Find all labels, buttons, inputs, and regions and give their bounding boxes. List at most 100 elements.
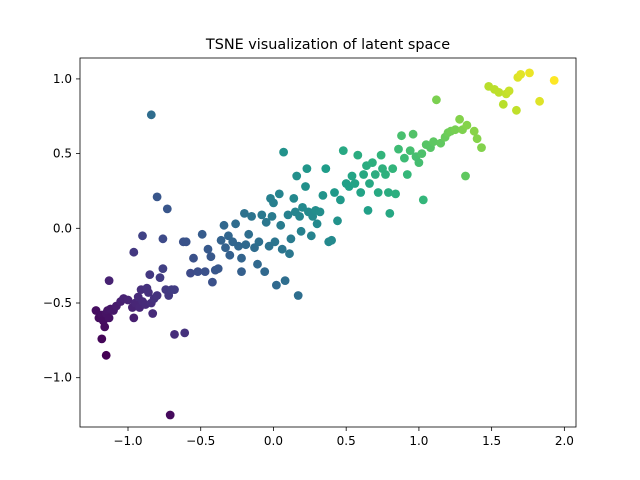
scatter-point	[338, 146, 348, 156]
scatter-point	[276, 220, 286, 230]
scatter-point	[123, 295, 133, 305]
scatter-point	[365, 179, 374, 188]
scatter-point	[402, 170, 412, 179]
scatter-point	[535, 96, 544, 106]
scatter-point	[241, 240, 251, 250]
scatter-point	[336, 195, 345, 205]
y-tick-label: −1.0	[43, 371, 72, 385]
scatter-point	[203, 244, 213, 254]
scatter-point	[461, 171, 470, 181]
y-tick-label: 1.0	[53, 72, 72, 86]
scatter-point	[200, 267, 210, 276]
scatter-point	[455, 114, 464, 124]
y-tick-label: −0.5	[43, 296, 72, 310]
scatter-point	[170, 330, 179, 339]
scatter-point	[231, 219, 241, 229]
scatter-point	[247, 212, 256, 221]
scatter-point	[296, 226, 306, 236]
scatter-point	[181, 237, 191, 247]
x-tick-label: 2.0	[555, 434, 574, 448]
points-layer	[91, 68, 559, 420]
scatter-point	[525, 68, 534, 78]
scatter-point	[373, 188, 383, 197]
scatter-point	[315, 207, 325, 217]
scatter-point	[330, 188, 339, 197]
scatter-point	[292, 171, 302, 181]
scatter-point	[516, 70, 526, 79]
scatter-point	[158, 234, 168, 244]
scatter-point	[385, 209, 395, 218]
scatter-point	[327, 235, 336, 245]
scatter-point	[450, 125, 460, 135]
scatter-point	[197, 229, 207, 239]
scatter-point	[356, 188, 366, 197]
scatter-point	[269, 198, 278, 208]
x-axis: −1.0 −0.5 0.0 0.5 1.0 1.5 2.0	[113, 427, 574, 448]
scatter-point	[155, 273, 165, 282]
chart-title: TSNE visualization of latent space	[205, 37, 450, 53]
scatter-point	[318, 191, 328, 200]
scatter-point	[472, 134, 482, 144]
scatter-point	[376, 150, 386, 160]
scatter-point	[283, 210, 293, 220]
scatter-point	[257, 210, 267, 220]
x-tick-label: 1.5	[482, 434, 501, 448]
scatter-point	[370, 170, 380, 179]
scatter-point	[129, 313, 139, 323]
scatter-point	[280, 276, 290, 285]
scatter-point	[400, 153, 409, 163]
scatter-point	[152, 291, 162, 300]
scatter-point	[146, 110, 156, 120]
scatter-point	[254, 237, 264, 247]
scatter-point	[285, 249, 294, 259]
scatter-point	[321, 164, 331, 174]
scatter-point	[213, 264, 223, 273]
scatter-point	[333, 216, 342, 226]
plot-area-frame	[79, 57, 577, 428]
scatter-point	[97, 334, 107, 344]
scatter-point	[350, 179, 360, 188]
scatter-point	[347, 171, 357, 181]
x-tick-label: −0.5	[186, 434, 215, 448]
scatter-point	[221, 243, 230, 253]
scatter-point	[145, 270, 155, 279]
scatter-point	[397, 131, 406, 141]
x-tick-label: 0.5	[337, 434, 356, 448]
scatter-point	[368, 158, 377, 168]
scatter-point	[104, 276, 114, 285]
scatter-point	[418, 195, 428, 205]
scatter-point	[237, 253, 246, 263]
scatter-point	[477, 143, 486, 153]
scatter-point	[429, 137, 438, 147]
scatter-point	[363, 206, 373, 215]
scatter-point	[206, 252, 216, 262]
scatter-point	[498, 99, 508, 109]
scatter-point	[293, 291, 303, 300]
scatter-point	[100, 322, 110, 332]
scatter-point	[270, 237, 280, 247]
scatter-point	[144, 288, 153, 297]
scatter-point	[414, 158, 424, 168]
scatter-point	[260, 267, 270, 276]
y-axis: −1.0 −0.5 0.0 0.5 1.0	[43, 72, 80, 385]
scatter-point	[234, 241, 243, 251]
scatter-point	[186, 268, 195, 278]
scatter-point	[170, 285, 179, 294]
scatter-point	[219, 220, 229, 230]
scatter-point	[432, 95, 441, 105]
scatter-point	[165, 410, 175, 420]
x-tick-label: 1.0	[409, 434, 428, 448]
scatter-point	[158, 264, 168, 273]
scatter-point	[408, 129, 418, 139]
scatter-point	[469, 126, 479, 136]
scatter-point	[394, 144, 403, 154]
scatter-point	[289, 194, 299, 203]
scatter-point	[462, 120, 472, 130]
scatter-point	[381, 170, 390, 179]
scatter-point	[216, 235, 226, 245]
scatter-point	[253, 259, 262, 269]
scatter-point	[162, 204, 172, 214]
scatter-point	[152, 192, 162, 202]
